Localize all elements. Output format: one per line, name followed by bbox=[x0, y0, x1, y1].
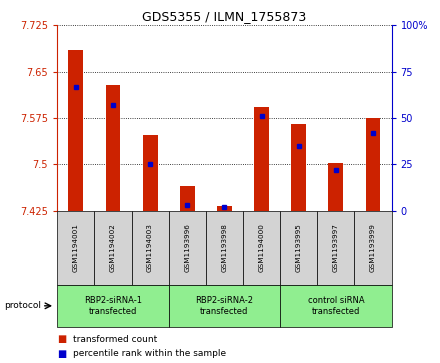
Text: protocol: protocol bbox=[4, 301, 41, 310]
Text: GSM1193997: GSM1193997 bbox=[333, 223, 339, 272]
Text: GSM1193995: GSM1193995 bbox=[296, 223, 302, 272]
Bar bbox=[291, 124, 306, 211]
Text: GSM1194001: GSM1194001 bbox=[73, 223, 79, 272]
Title: GDS5355 / ILMN_1755873: GDS5355 / ILMN_1755873 bbox=[142, 10, 307, 23]
Text: GSM1193998: GSM1193998 bbox=[221, 223, 227, 272]
Bar bbox=[68, 50, 83, 211]
Text: percentile rank within the sample: percentile rank within the sample bbox=[73, 350, 226, 358]
Bar bbox=[328, 163, 343, 211]
Text: GSM1193996: GSM1193996 bbox=[184, 223, 190, 272]
Text: ■: ■ bbox=[57, 334, 66, 344]
Bar bbox=[217, 206, 232, 211]
Bar bbox=[366, 118, 381, 211]
Text: ■: ■ bbox=[57, 349, 66, 359]
Text: RBP2-siRNA-2
transfected: RBP2-siRNA-2 transfected bbox=[195, 296, 253, 315]
Bar bbox=[106, 85, 121, 211]
Text: GSM1194003: GSM1194003 bbox=[147, 223, 153, 272]
Text: GSM1194002: GSM1194002 bbox=[110, 223, 116, 272]
Text: RBP2-siRNA-1
transfected: RBP2-siRNA-1 transfected bbox=[84, 296, 142, 315]
Bar bbox=[143, 135, 158, 211]
Text: GSM1193999: GSM1193999 bbox=[370, 223, 376, 272]
Text: transformed count: transformed count bbox=[73, 335, 157, 344]
Bar bbox=[180, 186, 194, 211]
Text: control siRNA
transfected: control siRNA transfected bbox=[308, 296, 364, 315]
Bar bbox=[254, 107, 269, 211]
Text: GSM1194000: GSM1194000 bbox=[259, 223, 264, 272]
